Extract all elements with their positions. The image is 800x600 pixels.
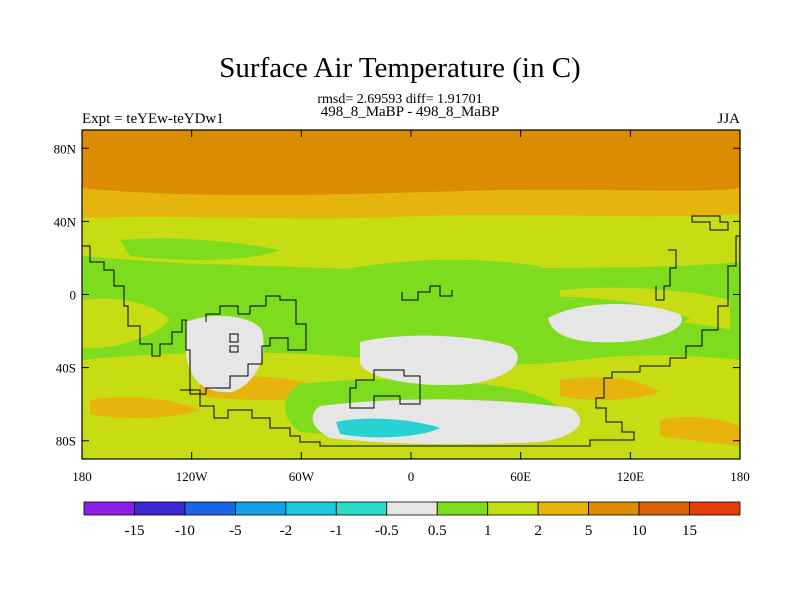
colorbar-label: -2 bbox=[280, 523, 293, 539]
patch-south-2-5-3 bbox=[560, 377, 660, 401]
colorbar: -15 -10 -5 -2 -1 -0.5 0.5 1 2 5 10 15 bbox=[83, 501, 741, 539]
lat-tick-label: 40N bbox=[54, 214, 77, 229]
gray-indian-ocean bbox=[548, 303, 682, 343]
colorbar-box bbox=[638, 501, 690, 516]
lon-tick-label: 180 bbox=[730, 469, 750, 484]
lon-tick-label: 120E bbox=[617, 469, 645, 484]
coast-antarctica bbox=[180, 389, 602, 447]
lon-tick-label: 120W bbox=[176, 469, 209, 484]
rmsd-diff-stats: rmsd= 2.69593 diff= 1.91701 bbox=[317, 92, 483, 107]
band-north-2-5 bbox=[82, 188, 740, 220]
colorbar-box bbox=[689, 501, 741, 516]
colorbar-box bbox=[588, 501, 640, 516]
colorbar-box bbox=[184, 501, 236, 516]
colorbar-box bbox=[83, 501, 135, 516]
colorbar-box bbox=[335, 501, 388, 516]
green-north-2 bbox=[330, 259, 546, 294]
patch-south-2-5-4 bbox=[660, 417, 740, 446]
lat-tick-label: 80S bbox=[56, 434, 76, 449]
season-label: JJA bbox=[717, 111, 740, 127]
colorbar-label: -10 bbox=[175, 523, 195, 539]
coast-north-island bbox=[401, 285, 453, 301]
colorbar-label: 1 bbox=[484, 523, 492, 539]
experiment-label: Expt = teYEw-teYDw1 bbox=[82, 111, 224, 127]
green-north-1 bbox=[120, 238, 280, 260]
lon-tick-label: 60W bbox=[289, 469, 315, 484]
colorbar-label: 0.5 bbox=[428, 523, 447, 539]
colorbar-box bbox=[285, 501, 337, 516]
colorbar-label: 5 bbox=[585, 523, 593, 539]
colorbar-label: -15 bbox=[124, 523, 144, 539]
gray-south-america bbox=[186, 315, 264, 393]
lon-tick-label: 0 bbox=[408, 469, 415, 484]
colorbar-box bbox=[234, 501, 287, 516]
latitude-axis: 80N 40N 0 40S 80S bbox=[54, 141, 740, 449]
lat-tick-label: 0 bbox=[70, 288, 77, 303]
colorbar-label: 2 bbox=[534, 523, 542, 539]
colorbar-label: 10 bbox=[632, 523, 647, 539]
coast-east-1 bbox=[655, 249, 677, 301]
longitude-axis: 180 120W 60W 0 60E 120E 180 bbox=[72, 130, 750, 484]
colorbar-label: -1 bbox=[330, 523, 343, 539]
colorbar-box bbox=[537, 501, 590, 516]
coast-east-continent bbox=[595, 235, 740, 441]
figure-title: Surface Air Temperature (in C) bbox=[219, 52, 581, 84]
colorbar-box bbox=[134, 501, 186, 516]
patch-tropic-1 bbox=[82, 298, 170, 349]
lat-tick-label: 40S bbox=[56, 361, 76, 376]
lon-tick-label: 180 bbox=[72, 469, 92, 484]
coastlines bbox=[82, 215, 740, 447]
gray-south-atlantic bbox=[360, 335, 518, 386]
cyan-antarctic bbox=[336, 418, 440, 438]
colorbar-box bbox=[386, 501, 438, 516]
coast-south-block bbox=[349, 369, 421, 409]
case-names: 498_8_MaBP - 498_8_MaBP bbox=[320, 104, 500, 120]
coast-small-islands bbox=[229, 333, 239, 353]
colorbar-box bbox=[487, 501, 539, 516]
coast-americas bbox=[82, 245, 307, 395]
temperature-field bbox=[82, 130, 740, 459]
colorbar-box bbox=[436, 501, 489, 516]
coast-northeast bbox=[691, 215, 729, 231]
colorbar-label: -5 bbox=[229, 523, 242, 539]
patch-south-2-5-2 bbox=[90, 397, 200, 419]
colorbar-label: 15 bbox=[682, 523, 697, 539]
lat-tick-label: 80N bbox=[54, 141, 77, 156]
colorbar-label: -0.5 bbox=[375, 523, 399, 539]
lon-tick-label: 60E bbox=[510, 469, 531, 484]
